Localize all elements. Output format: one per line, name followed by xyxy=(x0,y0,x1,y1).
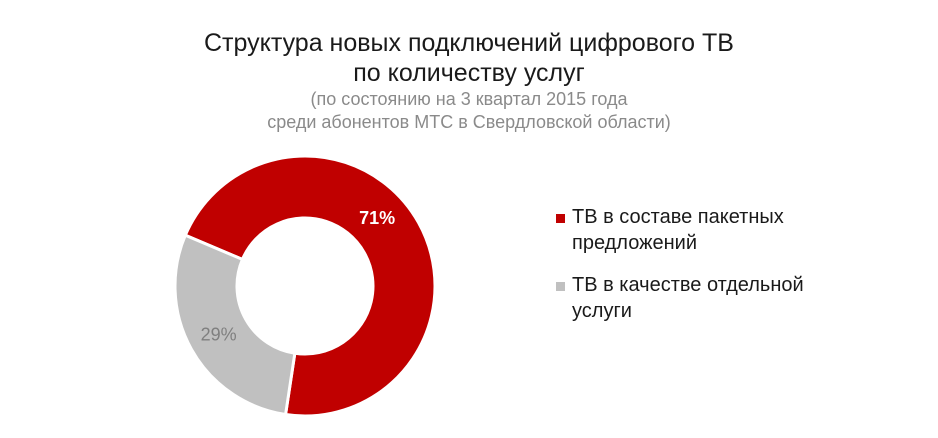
chart-title-line-1: Структура новых подключений цифрового ТВ xyxy=(204,29,734,57)
legend-swatch-1 xyxy=(556,214,565,223)
chart-subtitle-line-2: среди абонентов МТС в Свердловской облас… xyxy=(267,112,671,132)
legend-item-1: ТВ в составе пакетных предложений xyxy=(556,204,916,256)
chart-legend: ТВ в составе пакетных предложений ТВ в ка… xyxy=(556,204,916,340)
chart-subtitle-line-1: (по состоянию на 3 квартал 2015 года xyxy=(310,89,628,109)
legend-label-1: ТВ в составе пакетных предложений xyxy=(572,206,784,254)
legend-swatch-2 xyxy=(556,282,565,291)
legend-label-2: ТВ в качестве отдельной услуги xyxy=(572,274,804,322)
donut-data-label-1: 71% xyxy=(359,208,395,228)
donut-slice-1 xyxy=(183,154,437,418)
chart-title-block: Структура новых подключений цифрового ТВ… xyxy=(0,28,938,134)
donut-slice-2 xyxy=(173,233,297,417)
donut-data-label-2: 29% xyxy=(201,324,237,344)
chart-title-line-2: по количеству услуг xyxy=(353,59,585,87)
legend-item-2: ТВ в качестве отдельной услуги xyxy=(556,272,916,324)
